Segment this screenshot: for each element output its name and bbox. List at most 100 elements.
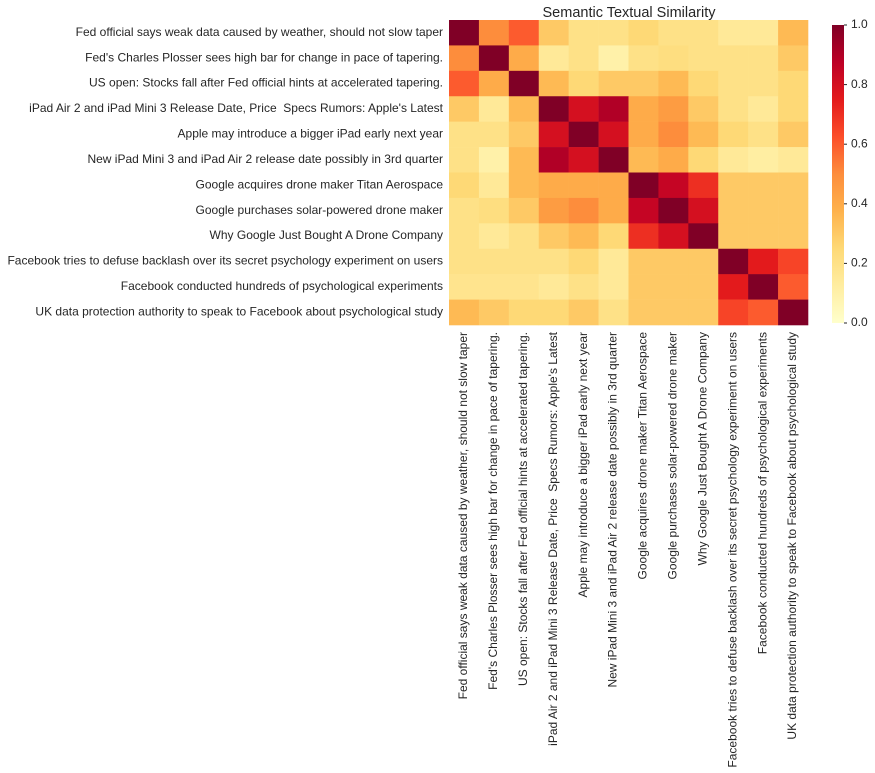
heatmap-cell (628, 96, 659, 122)
heatmap-cell (568, 299, 599, 326)
heatmap-cell (568, 20, 599, 46)
x-tick-label: Fed official says weak data caused by we… (456, 332, 470, 699)
heatmap-cell (568, 121, 599, 148)
y-tick-label: iPad Air 2 and iPad Mini 3 Release Date,… (29, 101, 444, 115)
heatmap-cell (538, 172, 569, 199)
heatmap-cell (449, 172, 480, 199)
heatmap-cell (628, 121, 659, 148)
heatmap-cell (598, 248, 629, 275)
heatmap-cell (688, 20, 719, 46)
heatmap-cell (508, 274, 540, 300)
x-tick-label: Google purchases solar-powered drone mak… (666, 332, 680, 579)
heatmap-cell (778, 274, 809, 300)
x-tick-label: UK data protection authority to speak to… (785, 332, 799, 740)
x-tick-label: iPad Air 2 and iPad Mini 3 Release Date,… (546, 331, 560, 746)
heatmap-cell (478, 121, 510, 148)
heatmap-cell (449, 223, 480, 250)
heatmap-cell (508, 20, 540, 46)
heatmap-cell (568, 172, 599, 199)
heatmap-cell (449, 121, 480, 148)
heatmap-cell (478, 274, 510, 300)
heatmap-cell (658, 299, 689, 326)
heatmap-cell (748, 121, 779, 148)
heatmap-cell (478, 299, 510, 326)
heatmap-cell (748, 274, 779, 300)
heatmap-cell (658, 96, 689, 122)
colorbar-tick-label: 0.2 (851, 256, 868, 270)
heatmap-cell (478, 172, 510, 199)
heatmap-cell (688, 248, 719, 275)
heatmap-cell (478, 45, 510, 72)
heatmap-cell (778, 172, 809, 199)
heatmap-cell (508, 70, 540, 97)
heatmap-cell (628, 299, 659, 326)
heatmap-cell (598, 121, 629, 148)
x-tick-label: Apple may introduce a bigger iPad early … (576, 332, 590, 597)
y-tick-label: Facebook tries to defuse backlash over i… (7, 254, 443, 268)
heatmap-cell (628, 20, 659, 46)
heatmap-cell (628, 172, 659, 199)
heatmap-cell (568, 274, 599, 300)
heatmap-cell (628, 197, 659, 224)
heatmap-cell (508, 147, 540, 173)
heatmap-cell (598, 274, 629, 300)
heatmap-cell (598, 223, 629, 250)
heatmap-cell (568, 248, 599, 275)
heatmap-cell (718, 70, 749, 97)
heatmap-cell (718, 299, 749, 326)
heatmap-cell (508, 248, 540, 275)
heatmap-cell (568, 223, 599, 250)
heatmap-cell (688, 197, 719, 224)
y-tick-label: Why Google Just Bought A Drone Company (210, 228, 443, 242)
y-tick-label: UK data protection authority to speak to… (35, 304, 443, 318)
heatmap-cell (748, 147, 779, 173)
heatmap-cell (748, 299, 779, 326)
heatmap-cell (449, 45, 480, 72)
heatmap-cell (538, 197, 569, 224)
heatmap-cell (688, 70, 719, 97)
heatmap-cell (658, 197, 689, 224)
x-tick-label: New iPad Mini 3 and iPad Air 2 release d… (606, 332, 620, 688)
heatmap-cell (748, 20, 779, 46)
heatmap-cell (598, 20, 629, 46)
heatmap-cell (538, 248, 569, 275)
heatmap-cell (508, 299, 540, 326)
x-tick-label: Fed's Charles Plosser sees high bar for … (486, 332, 500, 690)
heatmap-cell (538, 70, 569, 97)
heatmap-cell (598, 45, 629, 72)
heatmap-cell (449, 70, 480, 97)
colorbar-tick-label: 0.4 (851, 196, 868, 210)
heatmap-cell (478, 70, 510, 97)
heatmap-cell (688, 223, 719, 250)
heatmap-cell (778, 121, 809, 148)
x-tick-label: US open: Stocks fall after Fed official … (516, 332, 530, 686)
heatmap-cell (658, 147, 689, 173)
heatmap-cell (538, 20, 569, 46)
heatmap-cell (778, 96, 809, 122)
y-tick-label: Apple may introduce a bigger iPad early … (178, 127, 443, 141)
heatmap-cell (449, 96, 480, 122)
heatmap-cell (778, 299, 809, 326)
heatmap-cell (718, 147, 749, 173)
x-tick-label: Facebook conducted hundreds of psycholog… (755, 332, 769, 654)
heatmap-cell (748, 172, 779, 199)
heatmap-cell (718, 248, 749, 275)
heatmap-cell (718, 197, 749, 224)
heatmap-cell (748, 70, 779, 97)
heatmap-cell (508, 197, 540, 224)
colorbar-tick-label: 0.0 (851, 315, 868, 329)
y-tick-label: Google purchases solar-powered drone mak… (196, 203, 443, 217)
heatmap-cell (478, 223, 510, 250)
heatmap-cell (658, 45, 689, 72)
heatmap-cell (508, 45, 540, 72)
heatmap-cell (658, 274, 689, 300)
y-tick-label: Fed's Charles Plosser sees high bar for … (85, 50, 443, 64)
heatmap-cell (748, 248, 779, 275)
heatmap-cell (658, 248, 689, 275)
heatmap-cell (598, 172, 629, 199)
heatmap-cell (688, 172, 719, 199)
heatmap-cell (778, 223, 809, 250)
heatmap-cell (628, 274, 659, 300)
heatmap-cell (778, 20, 809, 46)
